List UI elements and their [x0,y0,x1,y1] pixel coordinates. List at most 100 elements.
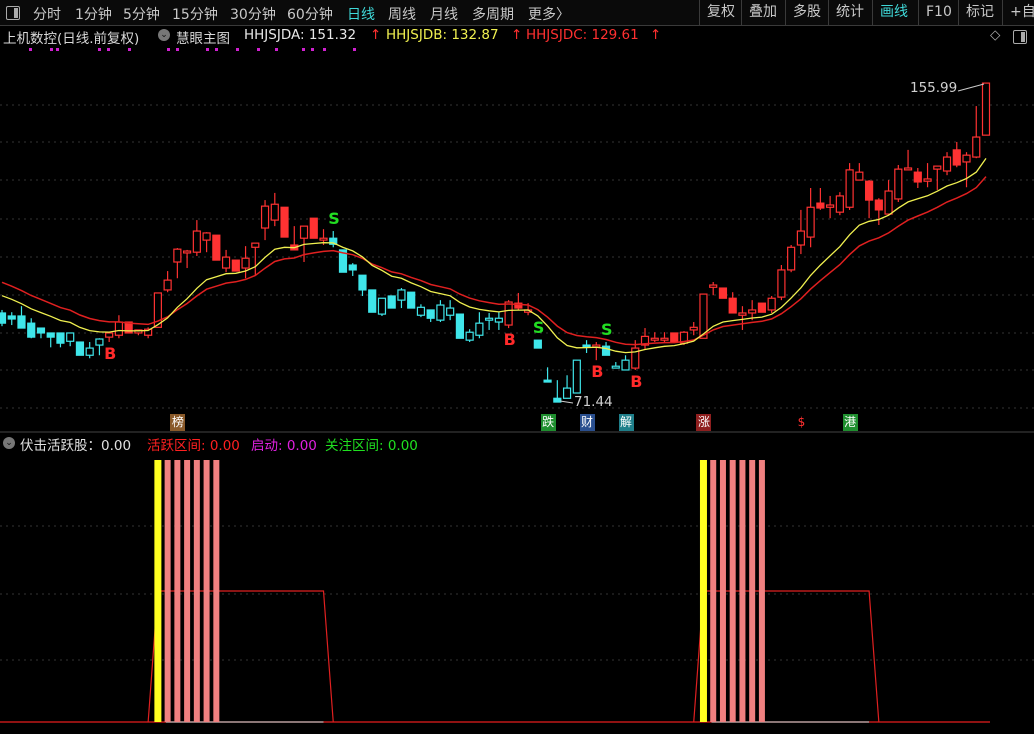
candle [7,312,16,326]
hhjsjdb-value: HHJSJDB: 132.87 [386,27,499,43]
max-price-label: 155.99 [910,80,958,96]
sub-indicator-name[interactable]: 伏击活跃股：0.00 [20,438,132,454]
toolbar-button-5[interactable]: F10 [918,0,959,25]
tab-6[interactable]: 日线 [347,7,375,23]
tab-2[interactable]: 5分钟 [123,7,160,23]
candle-body [105,332,114,338]
candle [894,164,903,202]
marker-dot [176,48,179,51]
toolbar-button-7[interactable]: +自 [1002,0,1034,25]
sell-signal: S [328,209,340,229]
diamond-icon[interactable]: ◇ [990,27,1001,43]
candle [270,192,279,227]
active-bar [213,460,220,722]
candle [874,198,883,226]
candle [582,340,591,353]
candle-body [650,337,659,341]
candle-body [338,249,348,273]
toolbar-button-1[interactable]: 叠加 [741,0,784,25]
candle-body [845,169,854,208]
indicator-dropdown-icon[interactable]: ⌄ [158,29,170,41]
panel-toggle-icon[interactable] [1013,30,1027,44]
sidebar-toggle-icon[interactable] [6,6,20,20]
candle-body [601,345,611,356]
marker-dot [206,48,209,51]
candle [640,328,650,350]
toolbar-button-0[interactable]: 复权 [699,0,742,25]
candle-body [962,154,971,163]
tab-4[interactable]: 30分钟 [230,7,276,23]
candle-body [75,341,85,356]
candle-body [855,171,864,181]
candle [718,287,728,299]
up-arrow-icon: ↑ [650,27,662,43]
candle [621,355,630,371]
tab-10[interactable]: 更多〉 [528,7,570,23]
start-value: 启动: 0.00 [251,438,317,454]
toolbar-button-2[interactable]: 多股 [785,0,828,25]
candle [426,309,435,323]
candle [757,302,767,313]
marker-dot [107,48,110,51]
candle-body [670,332,679,343]
toolbar-button-4[interactable]: 画线 [872,0,915,25]
candle [660,332,669,343]
marker-dot [236,48,239,51]
candle [95,338,104,356]
candle-body [465,331,474,341]
candle-body [631,347,640,369]
candle-body [17,315,26,329]
candle-body [796,230,805,246]
candle-body [748,309,757,314]
candle-body [231,259,240,272]
active-bar [193,460,200,722]
min-price-label: 71.44 [574,394,613,410]
hhjsjda-value: HHJSJDA: 151.32 [244,27,357,43]
active-bar [739,460,746,722]
tab-9[interactable]: 多周期 [472,7,514,23]
candle-body [173,248,182,263]
tab-7[interactable]: 周线 [388,7,416,23]
candle [358,274,367,296]
candle-body [95,338,104,346]
candle-body [494,317,503,323]
candle [514,292,523,310]
candle-body [85,347,94,356]
candle [806,188,815,248]
candle-body [933,165,942,170]
candle [913,167,922,189]
candle-body [124,321,133,334]
candle [144,327,153,339]
candle [670,332,679,343]
candle-body [36,327,46,334]
active-bar [710,460,717,722]
marker-dot [311,48,314,51]
candle [465,329,474,343]
candle [709,282,718,296]
candle [436,300,445,323]
toolbar-button-3[interactable]: 统计 [828,0,871,25]
candle [280,206,289,238]
toolbar-button-6[interactable]: 标记 [958,0,1001,25]
marker-dot [257,48,260,51]
indicator-name[interactable]: 慧眼主图 [176,31,230,47]
candle [543,367,552,383]
tab-8[interactable]: 月线 [430,7,458,23]
tab-1[interactable]: 1分钟 [75,7,112,23]
candle [36,327,46,339]
candle [923,163,932,188]
marker-dot [353,48,356,51]
candle-body [407,291,416,309]
tab-3[interactable]: 15分钟 [172,7,218,23]
candle-body [816,202,825,209]
event-badge: $ [797,415,806,429]
tab-5[interactable]: 60分钟 [287,7,333,23]
tab-0[interactable]: 分时 [33,7,61,23]
candle [611,362,620,369]
sub-indicator-dropdown-icon[interactable]: ⌄ [3,437,15,449]
event-badge: 解 [618,414,634,431]
candle [368,289,377,313]
candle [562,375,572,399]
candle-body [942,156,952,172]
